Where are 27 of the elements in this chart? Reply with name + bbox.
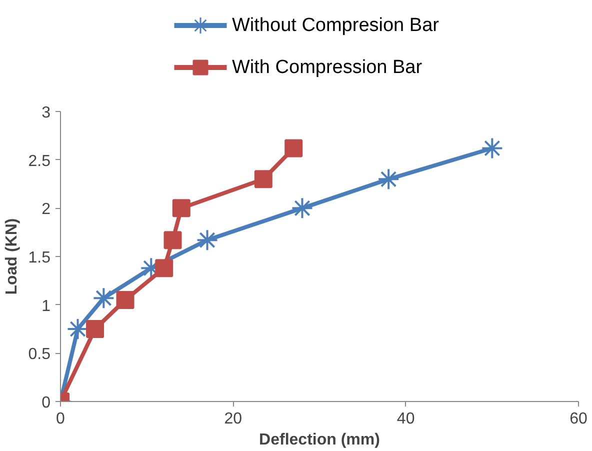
x-tick-label: 0 — [56, 410, 66, 428]
point — [481, 137, 504, 160]
y-tick-label: 1.5 — [28, 250, 51, 266]
y-tick-label: 0 — [42, 394, 51, 412]
y-tick-label: 0.5 — [28, 346, 51, 364]
point — [291, 197, 314, 220]
y-tick-label: 1 — [42, 298, 51, 315]
y-axis-title: Load (KN) — [3, 218, 20, 295]
legend-label: With Compression Bar — [232, 57, 423, 78]
x-tick-label: 40 — [396, 410, 415, 428]
point — [254, 170, 272, 188]
point — [172, 199, 190, 218]
x-axis-title: Deflection (mm) — [259, 432, 380, 448]
point — [155, 259, 174, 278]
legend-label: Without Compresion Bar — [232, 15, 440, 36]
x-tick-label: 60 — [570, 410, 588, 428]
y-tick-label: 3 — [42, 104, 51, 122]
y-tick-label: 2.5 — [28, 152, 51, 170]
point — [116, 291, 134, 309]
point — [92, 287, 115, 310]
x-tick-label: 20 — [224, 410, 242, 428]
point — [164, 231, 182, 250]
point — [196, 229, 218, 252]
point — [86, 320, 104, 338]
point — [284, 139, 303, 158]
y-tick-label: 2 — [42, 201, 51, 218]
point — [378, 168, 400, 190]
